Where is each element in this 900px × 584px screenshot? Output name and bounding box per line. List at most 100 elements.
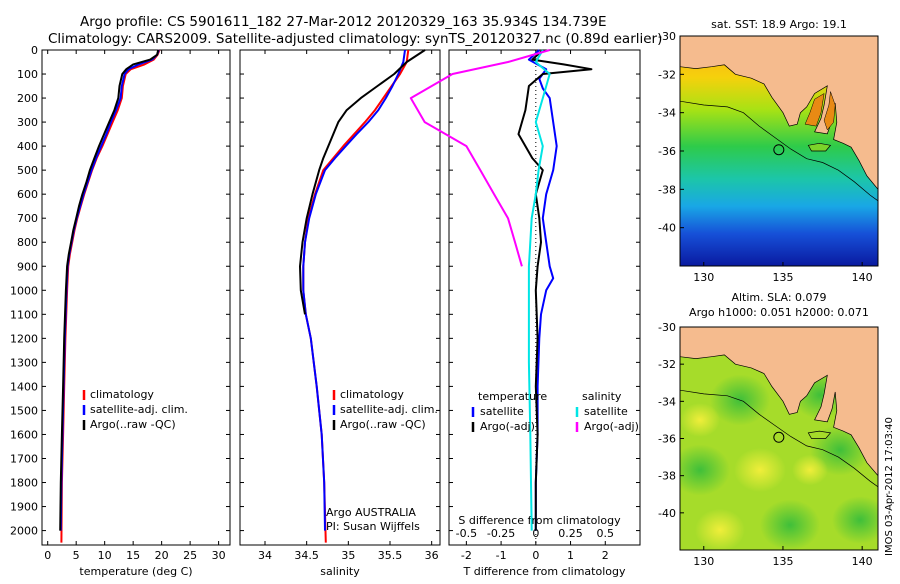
y-tick-label: 100 (17, 68, 38, 81)
land-mass (680, 36, 878, 190)
y-tick-label: 1100 (10, 308, 38, 321)
y-tick-label: -32 (658, 68, 676, 81)
land-mass (680, 327, 878, 477)
y-tick-label: -40 (658, 222, 676, 235)
map-subtitle: Argo h1000: 0.051 h2000: 0.071 (689, 306, 869, 319)
y-tick-label: 300 (17, 116, 38, 129)
y-tick-label: 500 (17, 164, 38, 177)
y-tick-label: 1700 (10, 452, 38, 465)
y-tick-label: -30 (658, 30, 676, 43)
sla-anomaly (760, 499, 820, 550)
legend-entry: Argo(-adj) (584, 420, 639, 433)
legend-entry: satellite-adj. clim. (90, 403, 188, 416)
x-tick-label: 35 (341, 549, 355, 562)
sla-anomaly (792, 454, 828, 486)
y-tick-label: -38 (658, 470, 676, 483)
y-tick-label: -34 (658, 395, 676, 408)
series-line-1 (517, 49, 593, 531)
y-tick-label: 1900 (10, 501, 38, 514)
series-line-2 (527, 49, 551, 531)
x-tick-label: 35.5 (378, 549, 403, 562)
y-tick-label: 200 (17, 92, 38, 105)
sla-anomaly (695, 508, 745, 550)
imos-stamp: IMOS 03-Apr-2012 17:03:40 (884, 417, 895, 556)
y-tick-label: 900 (17, 260, 38, 273)
y-tick-label: 1000 (10, 284, 38, 297)
y-tick-label: 1600 (10, 428, 38, 441)
y-tick-label: -34 (658, 107, 676, 120)
x-tick-label: 2 (602, 549, 609, 562)
s-tick-label: -0.25 (487, 527, 515, 540)
profile-marker (773, 144, 785, 156)
x-tick-label: 15 (126, 549, 140, 562)
y-tick-label: 1800 (10, 477, 38, 490)
temperature-panel: 0100200300400500600700800900100011001200… (10, 44, 231, 578)
x-tick-label: 25 (183, 549, 197, 562)
gulf-warm (804, 93, 825, 127)
profile-marker (773, 431, 785, 443)
map-field (680, 36, 878, 266)
plot-frame (41, 49, 231, 546)
x-tick-label: 34 (258, 549, 272, 562)
series-line-2 (299, 49, 426, 315)
legend-heading: salinity (582, 390, 622, 403)
x-axis-label: T difference from climatology (463, 565, 626, 578)
x-tick-label: 135 (772, 555, 793, 568)
x-tick-label: 140 (852, 271, 873, 284)
series-line-1 (302, 49, 406, 531)
x-tick-label: 10 (98, 549, 112, 562)
x-tick-label: -2 (461, 549, 472, 562)
plot-frame (448, 49, 641, 546)
legend-heading: temperature (478, 390, 547, 403)
sla-anomaly (734, 447, 786, 493)
x-tick-label: 135 (772, 271, 793, 284)
legend-entry: Argo(..raw -QC) (340, 418, 426, 431)
series-line-0 (302, 49, 410, 543)
y-tick-label: 1200 (10, 332, 38, 345)
header-line1: Argo profile: CS 5901611_182 27-Mar-2012… (80, 14, 607, 30)
shelf-contour (680, 100, 878, 202)
sla-anomaly (832, 496, 878, 544)
y-tick-label: 600 (17, 188, 38, 201)
x-tick-label: 140 (852, 555, 873, 568)
x-tick-label: 130 (693, 555, 714, 568)
x-tick-label: 0 (532, 549, 539, 562)
y-tick-label: 2000 (10, 525, 38, 538)
legend-entry: Argo(-adj) (480, 420, 535, 433)
x-tick-label: 5 (73, 549, 80, 562)
series-line-2 (59, 49, 160, 531)
legend-entry: satellite-adj. clim. (340, 403, 438, 416)
s-tick-label: 0.5 (597, 527, 615, 540)
y-tick-label: -36 (658, 433, 676, 446)
legend-entry: climatology (90, 388, 154, 401)
sla-anomaly (680, 403, 720, 437)
s-tick-label: -0.5 (456, 527, 477, 540)
y-tick-label: 400 (17, 140, 38, 153)
x-tick-label: 0 (44, 549, 51, 562)
y-tick-label: -30 (658, 321, 676, 334)
s-tick-label: 0.25 (558, 527, 583, 540)
map-title: sat. SST: 18.9 Argo: 19.1 (711, 18, 847, 31)
sla-map-panel: -30 -32 -34 -36 -38 -40 130 135 140 Altim. SLA: 0… (658, 291, 879, 568)
y-tick-label: 1300 (10, 356, 38, 369)
x-tick-label: 1 (567, 549, 574, 562)
y-tick-label: 800 (17, 236, 38, 249)
annotation: Argo AUSTRALIA (326, 506, 416, 519)
y-tick-label: -38 (658, 183, 676, 196)
y-tick-label: -36 (658, 145, 676, 158)
map-title: Altim. SLA: 0.079 (731, 291, 826, 304)
sla-anomaly (680, 444, 730, 496)
x-tick-label: -1 (496, 549, 507, 562)
legend-entry: satellite (480, 405, 524, 418)
series-line-3 (409, 49, 550, 267)
s-tick-label: 0 (532, 527, 539, 540)
map-field (680, 327, 878, 550)
y-tick-label: 1500 (10, 404, 38, 417)
kangaroo-island (807, 142, 832, 152)
annotation: PI: Susan Wijffels (326, 520, 420, 533)
shelf-contour (680, 389, 878, 488)
x-tick-label: 36 (425, 549, 439, 562)
legend-entry: satellite (584, 405, 628, 418)
x-axis-label: temperature (deg C) (79, 565, 192, 578)
x-tick-label: 34.5 (294, 549, 319, 562)
